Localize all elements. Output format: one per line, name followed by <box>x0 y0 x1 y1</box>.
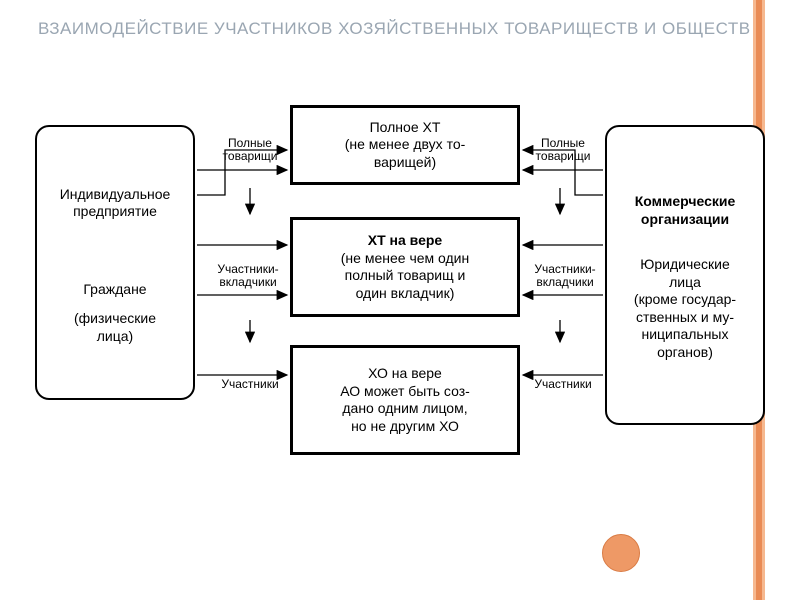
right-box-l6: ственных и му- <box>634 309 736 327</box>
top-box: Полное ХТ (не менее двух то- варищей) <box>290 105 520 185</box>
mid-box-l4: один вкладчик) <box>356 285 455 303</box>
label-r-mid: Участники- вкладчики <box>525 263 605 289</box>
label-l-mid: Участники- вкладчики <box>208 263 288 289</box>
mid-box-l3: полный товарищ и <box>345 267 466 285</box>
top-box-l1: Полное ХТ <box>370 119 441 137</box>
left-box: Индивидуальное предприятие Граждане (физ… <box>35 125 195 400</box>
label-r-top: Полные товарищи <box>528 137 598 163</box>
right-box-l7: ниципальных <box>634 326 736 344</box>
bot-box-l2: АО может быть соз- <box>340 383 470 401</box>
top-box-l2: (не менее двух то- <box>345 136 466 154</box>
left-box-l4: (физические <box>74 310 156 328</box>
bot-box-l1: ХО на вере <box>368 365 442 383</box>
bot-box-l3: дано одним лицом, <box>342 400 467 418</box>
left-box-l2: предприятие <box>60 203 171 221</box>
left-box-l3: Граждане <box>74 281 156 299</box>
bot-box-l4: но не другим ХО <box>351 418 459 436</box>
left-box-l1: Индивидуальное <box>60 186 171 204</box>
mid-box-l2: (не менее чем один <box>341 250 469 268</box>
mid-box-l1: ХТ на вере <box>368 232 442 250</box>
right-box-l2: организации <box>635 211 736 229</box>
decorative-dot <box>602 534 640 572</box>
label-l-top: Полные товарищи <box>215 137 285 163</box>
left-box-l5: лица) <box>74 328 156 346</box>
right-box-l5: (кроме государ- <box>634 291 736 309</box>
label-l-bot: Участники <box>215 378 285 391</box>
label-r-bot: Участники <box>528 378 598 391</box>
page-title: ВЗАИМОДЕЙСТВИЕ УЧАСТНИКОВ ХОЗЯЙСТВЕННЫХ … <box>38 18 762 41</box>
right-box: Коммерческие организации Юридические лиц… <box>605 125 765 425</box>
mid-box: ХТ на вере (не менее чем один полный тов… <box>290 217 520 317</box>
top-box-l3: варищей) <box>374 154 436 172</box>
right-box-l1: Коммерческие <box>635 193 736 211</box>
right-box-l8: органов) <box>634 344 736 362</box>
bot-box: ХО на вере АО может быть соз- дано одним… <box>290 345 520 455</box>
diagram-canvas: Индивидуальное предприятие Граждане (физ… <box>30 95 770 535</box>
right-box-l4: лица <box>634 274 736 292</box>
right-box-l3: Юридические <box>634 256 736 274</box>
